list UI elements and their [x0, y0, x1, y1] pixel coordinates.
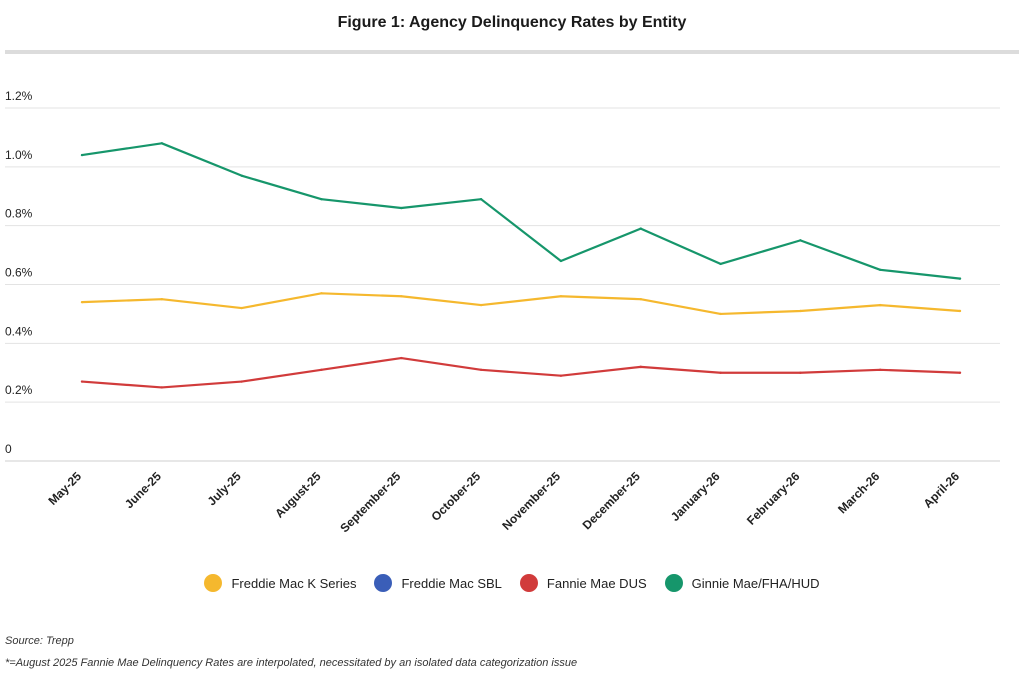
legend-item-freddie-k: Freddie Mac K Series [204, 574, 356, 592]
data-point [80, 300, 84, 304]
data-point [240, 174, 243, 177]
data-point [958, 277, 962, 280]
title-divider [5, 50, 1019, 54]
legend-item-fannie-dus: Fannie Mae DUS [519, 574, 647, 592]
data-point [719, 262, 722, 266]
data-point [240, 306, 243, 310]
y-tick-label: 1.0% [5, 148, 33, 162]
data-point [160, 298, 164, 301]
data-point [479, 303, 483, 307]
y-tick-label: 1.2% [5, 89, 33, 103]
legend-item-ginnie-mae: Ginnie Mae/FHA/HUD [664, 574, 820, 592]
legend-label-freddie-k: Freddie Mac K Series [231, 575, 357, 591]
data-point [559, 295, 563, 298]
data-point [799, 309, 802, 313]
chart-legend: Freddie Mac K Series Freddie Mac SBL Fan… [0, 574, 1024, 592]
data-point [400, 295, 403, 298]
legend-marker-freddie-sbl [374, 574, 393, 592]
series-line-3 [81, 142, 961, 280]
legend-marker-ginnie-mae [664, 574, 683, 592]
y-tick-label: 0.2% [5, 383, 33, 397]
data-point [799, 239, 802, 242]
x-tick-label: January-26 [668, 469, 723, 524]
data-point [80, 153, 84, 157]
x-tick-label: March-26 [835, 469, 882, 516]
source-note: Source: Trepp [5, 635, 74, 647]
data-point [639, 298, 642, 301]
x-tick-label: November-25 [499, 469, 563, 533]
x-tick-label: December-25 [580, 469, 643, 532]
x-tick-label: September-25 [337, 469, 403, 535]
data-point [479, 197, 483, 201]
x-tick-label: July-25 [205, 469, 244, 508]
x-tick-label: June-25 [122, 469, 164, 511]
legend-label-ginnie-mae: Ginnie Mae/FHA/HUD [691, 575, 820, 591]
data-point [958, 371, 962, 374]
legend-marker-freddie-k [204, 574, 223, 592]
data-point [719, 371, 722, 374]
y-tick-label: 0.6% [5, 266, 33, 280]
data-point [958, 309, 962, 313]
data-point [799, 371, 802, 374]
y-tick-label: 0 [5, 442, 12, 456]
x-tick-label: October-25 [429, 469, 484, 524]
series-line-0 [81, 292, 961, 316]
legend-label-freddie-sbl: Freddie Mac SBL [401, 575, 502, 591]
x-tick-label: May-25 [45, 469, 84, 508]
data-point [240, 380, 243, 383]
data-point [479, 368, 483, 372]
line-chart: 0 0.2% 0.4% 0.6% 0.8% 1.0% 1.2% May-25 June-25 Ju… [5, 89, 1000, 535]
legend-marker-fannie-dus [519, 574, 538, 592]
x-tick-label: February-26 [744, 469, 803, 528]
data-point [80, 380, 84, 383]
data-point [878, 368, 882, 372]
data-point [639, 227, 642, 230]
y-tick-label: 0.4% [5, 324, 33, 338]
data-point [639, 365, 642, 369]
y-tick-label: 0.8% [5, 207, 33, 221]
data-point [878, 303, 882, 307]
series-line-2 [81, 356, 961, 389]
x-tick-label: August-25 [272, 469, 324, 521]
legend-label-fannie-dus: Fannie Mae DUS [546, 575, 647, 591]
data-point [400, 356, 403, 360]
data-point [559, 259, 563, 263]
data-point [320, 292, 323, 295]
footnote: *=August 2025 Fannie Mae Delinquency Rat… [5, 657, 578, 669]
chart-title: Figure 1: Agency Delinquency Rates by En… [337, 14, 687, 31]
data-point [320, 368, 323, 372]
data-point [160, 386, 164, 389]
data-point [559, 374, 563, 377]
data-point [878, 268, 882, 271]
legend-item-freddie-sbl: Freddie Mac SBL [374, 574, 502, 592]
data-point [320, 197, 323, 201]
data-point [719, 312, 722, 316]
x-tick-label: April-26 [921, 469, 963, 511]
data-point [400, 206, 403, 210]
data-point [160, 142, 164, 145]
